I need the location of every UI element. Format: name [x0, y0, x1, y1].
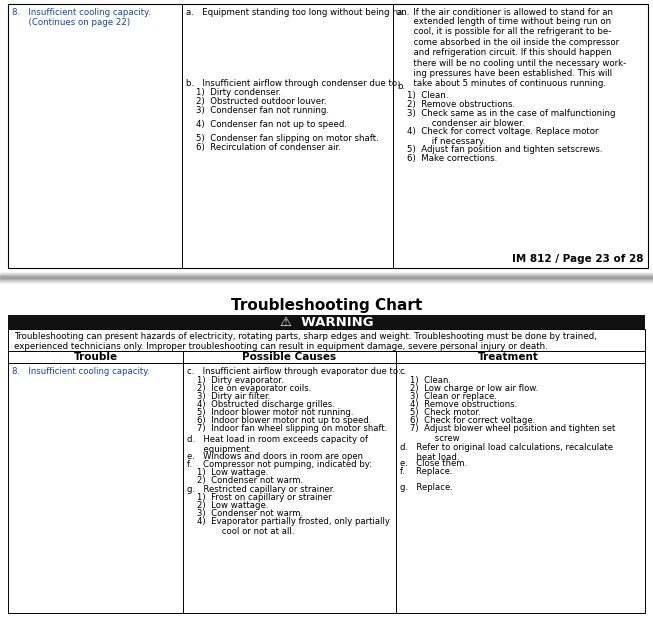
Text: f.    Compressor not pumping, indicated by:: f. Compressor not pumping, indicated by: [187, 460, 372, 469]
Text: a.   If the air conditioner is allowed to stand for an: a. If the air conditioner is allowed to … [397, 8, 613, 17]
Text: a.   Equipment standing too long without being run.: a. Equipment standing too long without b… [186, 8, 409, 17]
Text: e.   Close them.: e. Close them. [400, 459, 467, 468]
Text: 2)  Obstructed outdoor louver.: 2) Obstructed outdoor louver. [196, 97, 326, 106]
Text: 4)  Obstructed discharge grilles.: 4) Obstructed discharge grilles. [197, 400, 335, 409]
Text: c.: c. [400, 367, 407, 376]
Text: 5)  Indoor blower motor not running.: 5) Indoor blower motor not running. [197, 408, 353, 417]
Text: 7)  Indoor fan wheel slipping on motor shaft.: 7) Indoor fan wheel slipping on motor sh… [197, 424, 387, 433]
Text: 4)  Condenser fan not up to speed.: 4) Condenser fan not up to speed. [196, 120, 347, 129]
Bar [8, 329, 645, 351]
Text: f.    Replace.: f. Replace. [400, 467, 453, 476]
Text: 3)  Dirty air filter.: 3) Dirty air filter. [197, 392, 270, 401]
Text: e.   Windows and doors in room are open: e. Windows and doors in room are open [187, 452, 363, 461]
Text: 5)  Condenser fan slipping on motor shaft.: 5) Condenser fan slipping on motor shaft… [196, 134, 379, 143]
Bar [8, 4, 648, 268]
Text: Troubleshooting Chart: Troubleshooting Chart [231, 298, 422, 313]
Text: 3)  Condenser fan not running.: 3) Condenser fan not running. [196, 106, 329, 115]
Text: g.   Replace.: g. Replace. [400, 483, 453, 492]
Text: 6)  Check for correct voltage.: 6) Check for correct voltage. [410, 416, 535, 425]
Bar [8, 363, 645, 613]
Text: Trouble: Trouble [73, 352, 118, 362]
Text: 1)  Clean.: 1) Clean. [407, 91, 449, 100]
Text: extended length of time without being run on
      cool, it is possible for all : extended length of time without being ru… [397, 17, 626, 88]
Text: c.   Insufficient airflow through evaporator due to:: c. Insufficient airflow through evaporat… [187, 367, 401, 376]
Text: 2)  Low wattage.: 2) Low wattage. [197, 501, 268, 510]
Text: b.: b. [397, 82, 405, 91]
Text: d.   Refer to original load calculations, recalculate
      heat load.: d. Refer to original load calculations, … [400, 443, 613, 462]
Text: 6)  Recirculation of condenser air.: 6) Recirculation of condenser air. [196, 143, 341, 152]
Text: Troubleshooting can present hazards of electricity, rotating parts, sharp edges : Troubleshooting can present hazards of e… [14, 332, 597, 352]
Text: Possible Causes: Possible Causes [242, 352, 336, 362]
Text: 1)  Frost on capillary or strainer: 1) Frost on capillary or strainer [197, 493, 332, 502]
Text: 1)  Clean.: 1) Clean. [410, 376, 451, 385]
Text: 3)  Condenser not warm.: 3) Condenser not warm. [197, 509, 303, 518]
Text: 2)  Condenser not warm.: 2) Condenser not warm. [197, 476, 303, 485]
Bar [8, 315, 645, 329]
Text: 6)  Indoor blower motor not up to speed.: 6) Indoor blower motor not up to speed. [197, 416, 372, 425]
Text: 6)  Make corrections.: 6) Make corrections. [407, 154, 497, 163]
Text: 1)  Dirty condenser.: 1) Dirty condenser. [196, 88, 281, 97]
Text: 3)  Clean or replace.: 3) Clean or replace. [410, 392, 497, 401]
Text: 1)  Dirty evaporator.: 1) Dirty evaporator. [197, 376, 283, 385]
Text: 4)  Check for correct voltage. Replace motor
         if necessary.: 4) Check for correct voltage. Replace mo… [407, 127, 599, 146]
Text: ⚠  WARNING: ⚠ WARNING [279, 315, 374, 328]
Text: 5)  Adjust fan position and tighten setscrews.: 5) Adjust fan position and tighten setsc… [407, 145, 603, 154]
Text: 2)  Ice on evaporator coils.: 2) Ice on evaporator coils. [197, 384, 311, 393]
Text: 1)  Low wattage.: 1) Low wattage. [197, 468, 268, 477]
Text: 4)  Remove obstructions.: 4) Remove obstructions. [410, 400, 517, 409]
Text: g.   Restricted capillary or strainer.: g. Restricted capillary or strainer. [187, 485, 335, 494]
Text: 2)  Low charge or low air flow.: 2) Low charge or low air flow. [410, 384, 538, 393]
Text: 7)  Adjust blower wheel position and tighten set
         screw: 7) Adjust blower wheel position and tigh… [410, 424, 615, 444]
Text: 8.   Insufficient cooling capacity.: 8. Insufficient cooling capacity. [12, 367, 150, 376]
Text: 8.   Insufficient cooling capacity.
      (Continues on page 22): 8. Insufficient cooling capacity. (Conti… [12, 8, 151, 27]
Text: IM 812 / Page 23 of 28: IM 812 / Page 23 of 28 [513, 254, 644, 264]
Text: 3)  Check same as in the case of malfunctioning
         condenser air blower.: 3) Check same as in the case of malfunct… [407, 109, 616, 128]
Bar [8, 351, 645, 363]
Text: b.   Insufficient airflow through condenser due to:: b. Insufficient airflow through condense… [186, 79, 400, 88]
Text: 5)  Check motor.: 5) Check motor. [410, 408, 481, 417]
Text: 2)  Remove obstructions.: 2) Remove obstructions. [407, 100, 515, 109]
Text: Treatment: Treatment [477, 352, 539, 362]
Text: 4)  Evaporator partially frosted, only partially
         cool or not at all.: 4) Evaporator partially frosted, only pa… [197, 517, 390, 536]
Text: d.   Heat load in room exceeds capacity of
      equipment.: d. Heat load in room exceeds capacity of… [187, 435, 368, 454]
